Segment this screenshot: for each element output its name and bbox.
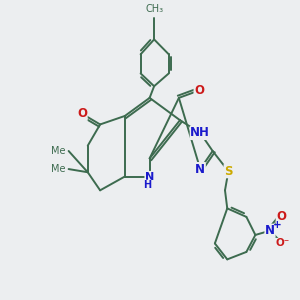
Text: +: + [273, 220, 282, 230]
Text: N: N [145, 172, 154, 182]
Text: CH₃: CH₃ [145, 4, 163, 14]
Text: NH: NH [190, 126, 210, 140]
Text: O: O [77, 107, 87, 120]
Text: O: O [194, 84, 204, 97]
Text: N: N [195, 163, 205, 176]
Text: Me: Me [51, 146, 66, 156]
Text: O⁻: O⁻ [275, 238, 290, 248]
Text: S: S [224, 165, 232, 178]
Text: Me: Me [51, 164, 66, 174]
Text: H: H [143, 180, 151, 190]
Text: N: N [265, 224, 275, 237]
Text: O: O [276, 210, 286, 224]
